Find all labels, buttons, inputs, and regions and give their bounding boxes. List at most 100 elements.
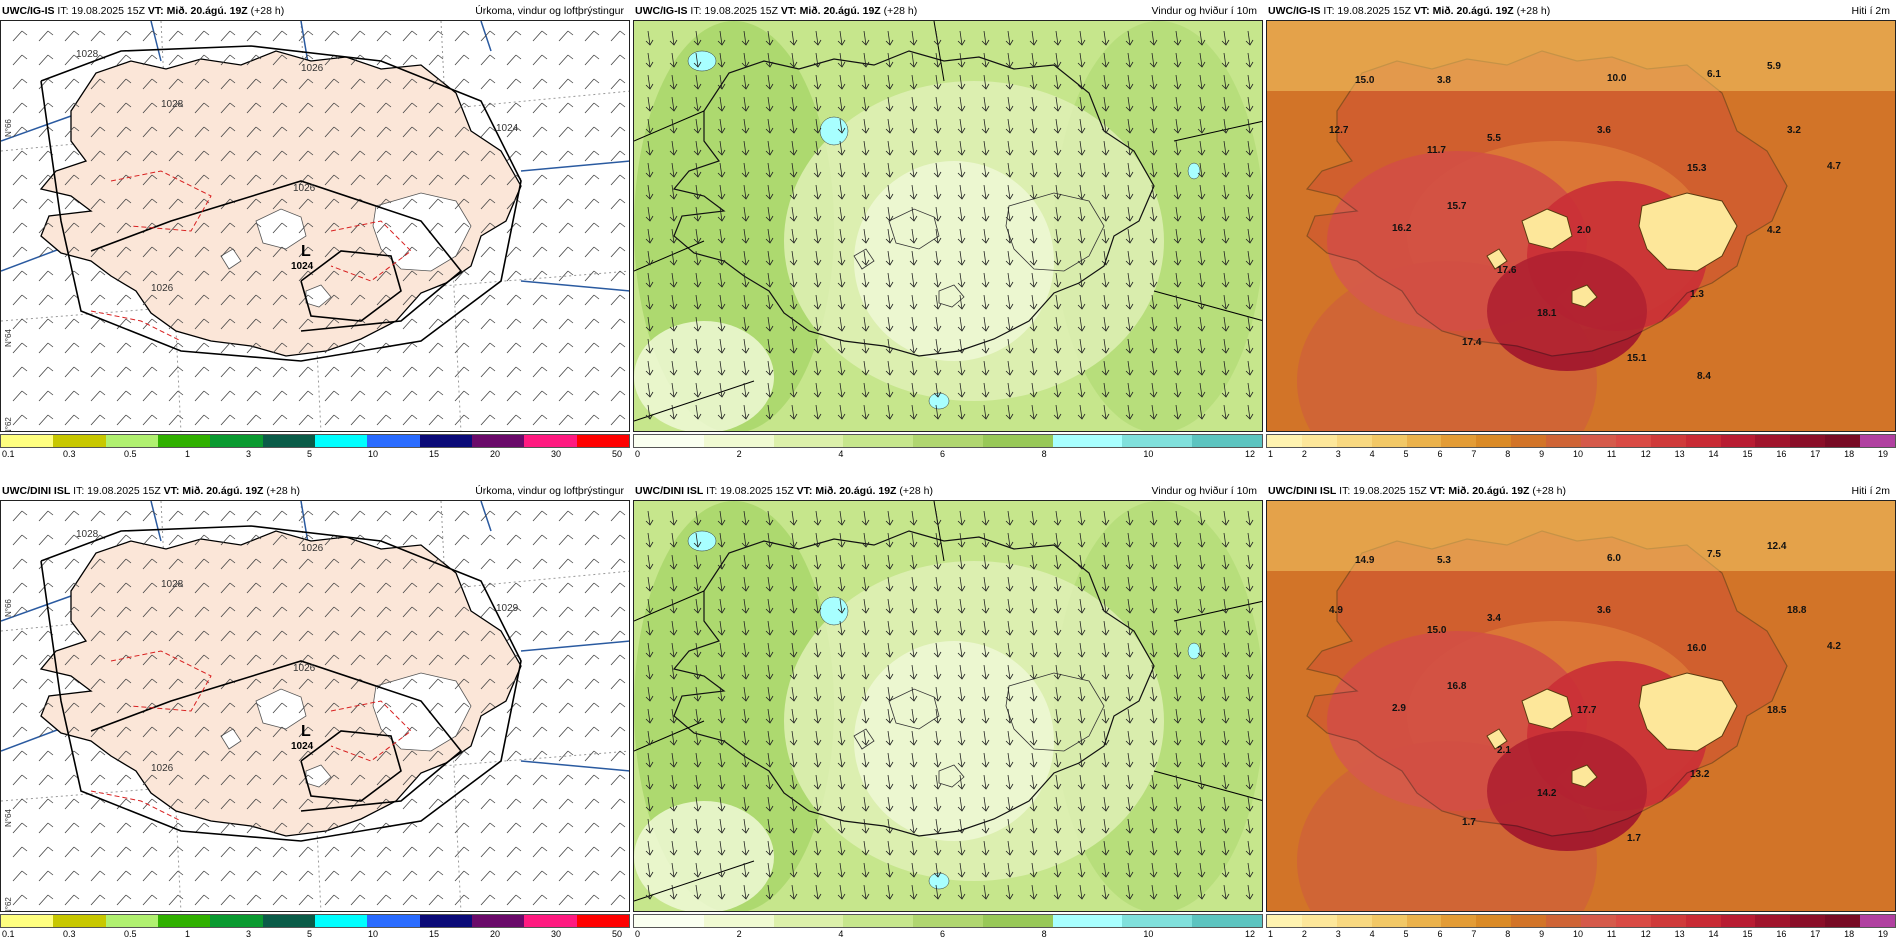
temperature-value-label: 1.3 [1690, 289, 1704, 300]
wind-arrow [1125, 730, 1134, 746]
wind-arrow [981, 840, 990, 856]
wind-arrow [1221, 752, 1230, 768]
wind-map[interactable] [633, 20, 1263, 432]
wind-barb [116, 798, 132, 810]
wind-arrow [1125, 862, 1134, 878]
wind-arrow [1149, 74, 1158, 90]
wind-barb [532, 846, 548, 858]
temperature-value-label: 12.7 [1329, 125, 1349, 136]
wind-arrow [1149, 862, 1158, 878]
wind-barb [142, 582, 158, 594]
wind-arrow [789, 884, 798, 900]
wind-arrow [1029, 162, 1038, 178]
wind-arrow [1125, 664, 1134, 680]
wind-map[interactable] [633, 500, 1263, 912]
wind-arrow [1005, 598, 1014, 614]
wind-arrow [909, 774, 918, 790]
wind-barb [350, 102, 366, 114]
panel-title: UWC/DINI ISL IT: 19.08.2025 15Z VT: Mið.… [1268, 484, 1892, 500]
legend-tick-label: 10 [368, 929, 379, 939]
legend-swatch [1267, 435, 1302, 447]
wind-barb [194, 318, 210, 330]
wind-barb [272, 390, 288, 402]
wind-arrow [1077, 250, 1086, 266]
wind-barb [350, 390, 366, 402]
wind-arrow [1245, 510, 1254, 526]
wind-barb [480, 846, 496, 858]
wind-barb [246, 390, 262, 402]
wind-barb [428, 126, 444, 138]
wind-barb [610, 78, 626, 90]
wind-arrow [1053, 884, 1062, 900]
wind-arrow [981, 686, 990, 702]
wind-barb [532, 774, 548, 786]
glacier-outline [853, 728, 875, 750]
wind-arrow [1221, 382, 1230, 398]
legend-tick-label: 17 [1810, 449, 1821, 459]
wind-barb [90, 750, 106, 762]
wind-barb [454, 558, 470, 570]
temperature-value-label: 2.9 [1392, 703, 1406, 714]
temperature-map[interactable]: 15.0 3.8 10.0 6.1 5.9 12.7 5.5 3.6 3.2 11.7 15.3 4.… [1266, 20, 1896, 432]
legend-tick-label: 5 [307, 449, 313, 459]
wind-arrow [717, 884, 726, 900]
legend-swatch [703, 915, 774, 927]
wind-barb [584, 894, 600, 906]
wind-arrow [1245, 730, 1254, 746]
wind-arrow [1245, 532, 1254, 548]
wind-arrow [957, 184, 966, 200]
legend-swatch [471, 435, 525, 447]
wind-arrow [837, 730, 846, 746]
wind-arrow [861, 360, 870, 376]
wind-arrow [1173, 206, 1182, 222]
wind-arrow [741, 294, 750, 310]
wind-arrow [1125, 272, 1134, 288]
wind-arrow [669, 884, 678, 900]
legend-colorbar [0, 914, 630, 928]
legend-swatch [1615, 915, 1651, 927]
wind-arrow [645, 686, 654, 702]
wind-barb [90, 294, 106, 306]
wind-arrow [981, 206, 990, 222]
temperature-map[interactable]: 14.9 5.3 6.0 7.5 12.4 4.9 3.4 3.6 18.8 15.0 16.0 4.… [1266, 500, 1896, 912]
wind-arrow [1245, 642, 1254, 658]
wind-arrow [1029, 840, 1038, 856]
legend-tick-label: 2 [736, 449, 742, 459]
wind-arrow [933, 228, 942, 244]
wind-arrow [1197, 404, 1206, 420]
precip-map[interactable]: 1028 1026 1026 1026 1028 1029 L 1024 N°66 N°64 N°6… [0, 500, 630, 912]
legend-tick-label: 3 [246, 449, 252, 459]
wind-barb [480, 798, 496, 810]
wind-arrow [693, 730, 702, 746]
wind-arrow [645, 316, 654, 332]
wind-arrow [645, 620, 654, 636]
wind-arrow [837, 52, 846, 68]
precip-map[interactable]: 1028 1026 1026 1026 1028 1024 L 1024 N°66 N°64 N°6… [0, 20, 630, 432]
wind-arrow [741, 382, 750, 398]
temperature-value-label: 4.7 [1827, 161, 1841, 172]
wind-arrow [1245, 272, 1254, 288]
wind-arrow [789, 74, 798, 90]
wind-barb [584, 846, 600, 858]
wind-arrow [741, 184, 750, 200]
wind-barb [402, 606, 418, 618]
wind-arrow [933, 382, 942, 398]
wind-arrow [741, 840, 750, 856]
wind-arrow [861, 554, 870, 570]
wind-barb [402, 390, 418, 402]
wind-barb [376, 54, 392, 66]
wind-arrow [1005, 316, 1014, 332]
wind-barb [428, 534, 444, 546]
legend-swatch [1301, 915, 1337, 927]
wind-arrow [1221, 228, 1230, 244]
legend-swatch [1650, 915, 1686, 927]
wind-legend: 0 2 4 6 8 10 12 [633, 914, 1263, 940]
wind-arrow [885, 598, 894, 614]
wind-barb [376, 78, 392, 90]
wind-barb [532, 366, 548, 378]
wind-arrow [669, 862, 678, 878]
wind-arrow [957, 30, 966, 46]
wind-arrow [1197, 818, 1206, 834]
wind-barb [272, 678, 288, 690]
wind-barb [64, 174, 80, 186]
